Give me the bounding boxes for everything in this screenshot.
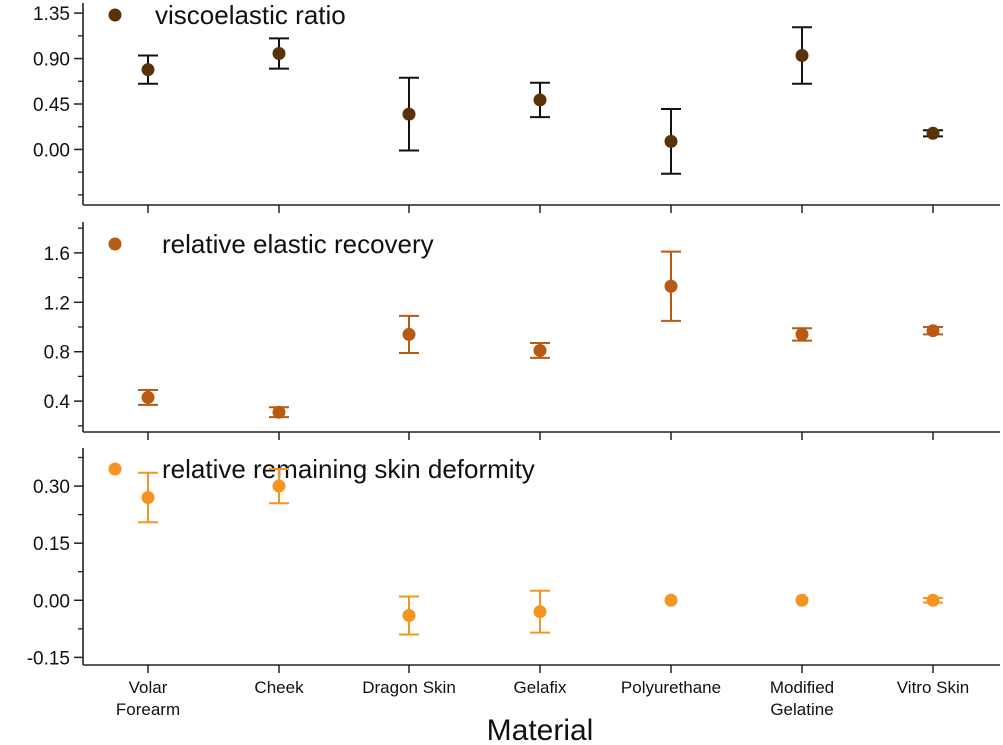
y-tick-label: 1.35 [33, 4, 70, 25]
y-tick-label: 0.15 [33, 534, 70, 555]
panel-1: 0.00 0.45 0.90 1.35 viscoelastic ratio [33, 0, 1000, 213]
x-category-label: Modified [770, 678, 834, 697]
data-point [795, 49, 809, 63]
x-category-label: Gelatine [770, 700, 833, 719]
y-tick-label: 0.30 [33, 477, 70, 498]
legend-label: relative elastic recovery [162, 229, 434, 259]
data-point [402, 609, 416, 623]
data-point [533, 343, 547, 357]
data-point [272, 405, 286, 419]
y-tick-label: 0.00 [33, 140, 70, 161]
data-point [795, 327, 809, 341]
x-category-label: Cheek [254, 678, 304, 697]
data-point [926, 126, 940, 140]
y-tick-label: 1.2 [44, 293, 70, 314]
data-point [141, 390, 155, 404]
x-category-label: Vitro Skin [897, 678, 969, 697]
data-point [272, 479, 286, 493]
data-point [926, 593, 940, 607]
y-tick-label: 0.45 [33, 95, 70, 116]
legend-marker [108, 237, 122, 251]
data-point [664, 279, 678, 293]
data-point [402, 327, 416, 341]
data-point [795, 593, 809, 607]
x-category-label: Dragon Skin [362, 678, 456, 697]
data-point [141, 490, 155, 504]
data-point [533, 93, 547, 107]
data-point [926, 324, 940, 338]
y-tick-label: 0.8 [44, 343, 70, 364]
legend-label: relative remaining skin deformity [162, 454, 535, 484]
y-tick-label: -0.15 [27, 648, 70, 669]
y-tick-label: 1.6 [44, 244, 70, 265]
data-point [533, 605, 547, 619]
x-axis-title: Material [487, 714, 594, 745]
data-point [402, 107, 416, 121]
panel-3: -0.15 0.00 0.15 0.30 relative remaining skin… [27, 448, 1000, 673]
data-point [272, 47, 286, 60]
x-category-label: Gelafix [514, 678, 567, 697]
data-point [664, 593, 678, 607]
panel-2: 0.4 0.8 1.2 1.6 relative elastic recovery [44, 222, 1000, 440]
x-category-label: Forearm [116, 700, 180, 719]
x-category-label: Volar [129, 678, 168, 697]
x-category-label: Polyurethane [621, 678, 721, 697]
legend-marker [108, 8, 122, 22]
y-tick-label: 0.00 [33, 591, 70, 612]
data-point [141, 63, 155, 77]
legend-marker [108, 462, 122, 476]
data-point [664, 134, 678, 148]
y-tick-label: 0.4 [44, 392, 71, 413]
legend-label: viscoelastic ratio [155, 0, 346, 30]
y-tick-label: 0.90 [33, 50, 70, 71]
